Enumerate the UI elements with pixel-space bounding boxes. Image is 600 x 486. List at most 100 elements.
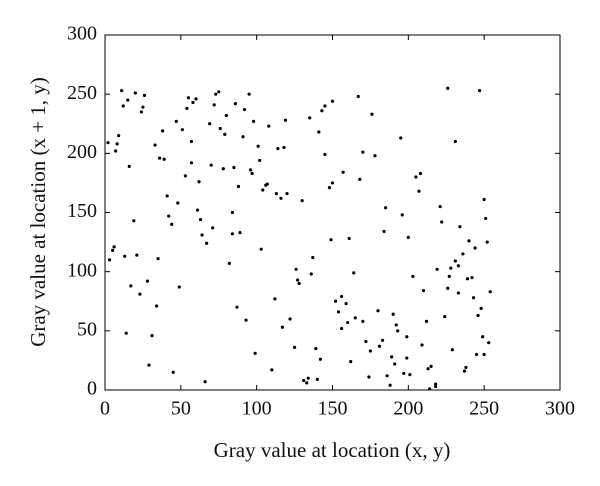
point: [408, 373, 412, 377]
point: [349, 360, 353, 364]
point: [227, 261, 231, 265]
point: [402, 371, 406, 376]
point: [383, 206, 388, 210]
point: [481, 335, 485, 339]
point: [323, 152, 327, 157]
point: [426, 367, 430, 371]
point: [270, 368, 274, 372]
plot-frame: [104, 34, 561, 391]
point: [126, 98, 130, 102]
point: [267, 124, 271, 128]
point: [150, 333, 154, 338]
point: [142, 93, 147, 97]
point: [296, 278, 300, 282]
point: [453, 139, 457, 144]
point: [195, 208, 200, 212]
point: [288, 317, 292, 321]
point: [189, 161, 194, 165]
point: [186, 96, 191, 100]
point: [467, 239, 471, 243]
point: [154, 304, 159, 308]
point: [482, 352, 486, 357]
point: [314, 346, 318, 351]
point: [323, 104, 327, 108]
point: [264, 183, 268, 187]
point: [461, 252, 465, 256]
point: [368, 349, 373, 353]
point: [341, 170, 345, 174]
point: [176, 201, 180, 205]
point: [198, 218, 203, 222]
point: [221, 167, 225, 171]
point: [165, 194, 169, 198]
point: [344, 302, 348, 306]
point: [317, 130, 321, 134]
point: [189, 139, 194, 144]
point: [315, 377, 319, 381]
point: [377, 344, 382, 348]
point: [110, 248, 115, 252]
point: [241, 135, 245, 139]
point: [421, 289, 426, 293]
point: [124, 331, 128, 335]
y-tick-label: 300: [67, 23, 97, 45]
point: [333, 299, 338, 303]
point: [162, 157, 166, 161]
point: [462, 369, 467, 373]
point: [233, 102, 238, 106]
point: [205, 241, 209, 245]
point: [464, 365, 468, 370]
point: [465, 277, 470, 281]
point: [443, 315, 447, 319]
point: [236, 184, 241, 189]
point: [456, 291, 460, 295]
point: [318, 357, 322, 361]
point: [482, 197, 486, 202]
point: [427, 387, 432, 391]
point: [209, 163, 213, 167]
point: [370, 112, 374, 116]
point: [361, 319, 365, 323]
point: [117, 133, 121, 138]
point: [170, 222, 174, 226]
point: [121, 104, 125, 108]
point: [273, 297, 277, 301]
point: [250, 171, 254, 176]
point: [208, 122, 212, 126]
point: [145, 279, 150, 283]
point: [132, 219, 136, 223]
y-axis-title: Gray value at location (x + 1, y): [26, 77, 50, 347]
point: [391, 312, 395, 316]
point: [203, 380, 207, 384]
point: [353, 316, 357, 320]
point: [446, 86, 450, 90]
point: [147, 363, 151, 367]
point: [453, 259, 457, 263]
point: [364, 339, 368, 344]
x-tick-label: 150: [318, 398, 348, 420]
point: [114, 149, 118, 153]
point: [330, 181, 335, 185]
y-tick-label: 250: [67, 82, 97, 104]
point: [330, 99, 335, 103]
point: [487, 341, 491, 345]
point: [327, 186, 332, 190]
point: [376, 309, 380, 313]
point: [276, 147, 280, 151]
point: [352, 271, 356, 275]
point: [141, 105, 145, 109]
point: [458, 225, 462, 229]
point: [399, 136, 403, 140]
point: [346, 320, 350, 325]
point: [230, 210, 234, 215]
point: [158, 156, 162, 160]
point: [256, 144, 260, 148]
point: [450, 348, 454, 352]
point: [380, 338, 385, 342]
point: [171, 370, 175, 374]
point: [139, 110, 143, 114]
point: [393, 362, 397, 366]
point: [211, 226, 215, 230]
point: [282, 145, 286, 150]
